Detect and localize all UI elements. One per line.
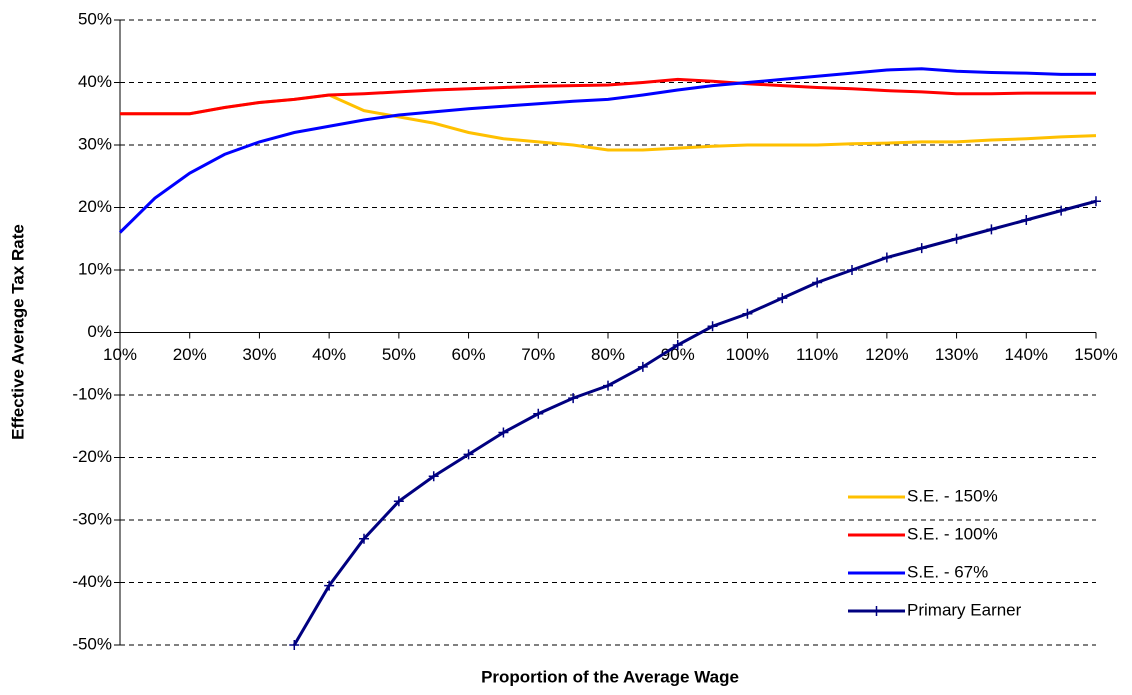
point-marker bbox=[1021, 215, 1032, 225]
series-line bbox=[292, 199, 1097, 646]
point-marker bbox=[359, 533, 369, 544]
x-tick-label: 10% bbox=[103, 345, 137, 364]
y-tick-label: -20% bbox=[72, 447, 112, 466]
y-tick-label: -30% bbox=[72, 509, 112, 528]
point-marker bbox=[533, 408, 544, 419]
point-marker bbox=[707, 321, 718, 332]
series-line bbox=[118, 67, 1096, 234]
point-marker bbox=[847, 265, 857, 275]
x-tick-label: 20% bbox=[173, 345, 207, 364]
point-marker bbox=[428, 471, 439, 482]
x-tick-label: 120% bbox=[865, 345, 908, 364]
y-tick-label: 0% bbox=[87, 322, 112, 341]
y-tick-label: -10% bbox=[72, 384, 112, 403]
point-marker bbox=[568, 393, 579, 404]
y-tick-label: 40% bbox=[78, 72, 112, 91]
y-tick-label: -50% bbox=[72, 634, 112, 653]
point-marker bbox=[812, 277, 823, 288]
x-tick-label: 70% bbox=[521, 345, 555, 364]
point-marker bbox=[637, 361, 648, 372]
point-marker bbox=[1091, 196, 1101, 207]
point-marker bbox=[463, 449, 474, 460]
point-marker bbox=[951, 233, 962, 244]
point-marker bbox=[324, 580, 335, 591]
y-tick-label: 50% bbox=[78, 9, 112, 28]
point-marker bbox=[742, 308, 753, 319]
legend-label: S.E. - 67% bbox=[907, 562, 988, 581]
legend-label: S.E. - 150% bbox=[907, 486, 998, 505]
y-tick-label: -40% bbox=[72, 572, 112, 591]
x-axis-label: Proportion of the Average Wage bbox=[481, 667, 739, 686]
point-marker bbox=[916, 243, 927, 254]
legend-marker bbox=[871, 606, 882, 616]
point-marker bbox=[1056, 205, 1067, 216]
point-marker bbox=[986, 224, 997, 235]
x-tick-label: 60% bbox=[452, 345, 486, 364]
legend-label: Primary Earner bbox=[907, 600, 1022, 619]
x-tick-label: 140% bbox=[1005, 345, 1048, 364]
point-marker bbox=[777, 293, 788, 304]
x-tick-label: 130% bbox=[935, 345, 978, 364]
legend-label: S.E. - 100% bbox=[907, 524, 998, 543]
point-marker bbox=[289, 640, 300, 650]
x-tick-label: 110% bbox=[796, 345, 838, 364]
point-marker bbox=[603, 380, 613, 391]
point-marker bbox=[393, 496, 404, 507]
y-axis-label: Effective Average Tax Rate bbox=[8, 224, 27, 440]
y-tick-label: 30% bbox=[78, 134, 112, 153]
x-tick-label: 100% bbox=[726, 345, 769, 364]
point-marker bbox=[498, 427, 509, 438]
y-tick-label: 10% bbox=[78, 259, 112, 278]
series-line bbox=[120, 77, 1096, 116]
y-tick-label: 20% bbox=[78, 197, 112, 216]
point-marker bbox=[672, 340, 683, 350]
x-tick-label: 80% bbox=[591, 345, 625, 364]
point-marker bbox=[881, 252, 892, 263]
x-tick-label: 150% bbox=[1074, 345, 1117, 364]
x-tick-label: 40% bbox=[312, 345, 346, 364]
x-tick-label: 50% bbox=[382, 345, 416, 364]
x-tick-label: 30% bbox=[242, 345, 276, 364]
